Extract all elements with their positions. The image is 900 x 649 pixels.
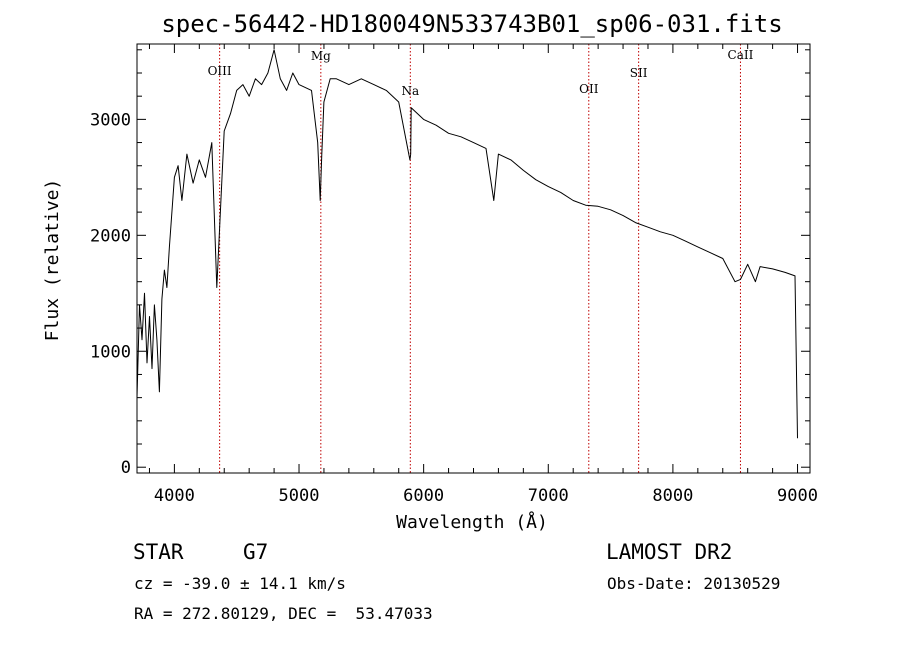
series-flux: [136, 49, 798, 439]
object-class: STAR: [133, 540, 184, 564]
chart-title: spec-56442-HD180049N533743B01_sp06-031.f…: [161, 10, 782, 38]
y-tick-label: 3000: [90, 110, 131, 130]
redshift-text: cz = -39.0 ± 14.1 km/s: [134, 574, 346, 593]
y-axis: 0 1000 2000 3000: [90, 49, 810, 478]
y-tick-label: 0: [121, 458, 131, 478]
marker-label-oiii: OIII: [208, 64, 232, 78]
survey-name: LAMOST DR2: [606, 540, 733, 564]
line-markers: OIII Mg Na OII SII CaII: [208, 44, 754, 473]
series-group: [136, 49, 798, 439]
coordinates: RA = 272.80129, DEC = 53.47033: [134, 604, 433, 623]
x-tick-label: 8000: [652, 486, 693, 506]
marker-label-caii: CaII: [728, 48, 754, 62]
x-tick-label: 6000: [403, 486, 444, 506]
marker-label-sii: SII: [630, 66, 648, 80]
x-axis-label: Wavelength (Å): [396, 511, 548, 533]
obs-date: Obs-Date: 20130529: [607, 574, 781, 593]
object-subclass: G7: [243, 540, 269, 564]
x-axis: 4000 5000 6000 7000 8000 9000: [148, 44, 818, 506]
x-tick-label: 4000: [154, 486, 195, 506]
plot-frame: [136, 43, 811, 474]
marker-label-oii: OII: [579, 82, 599, 96]
y-tick-label: 2000: [90, 226, 131, 246]
marker-label-mg: Mg: [311, 49, 331, 63]
x-tick-label: 5000: [279, 486, 320, 506]
x-tick-label: 9000: [777, 486, 818, 506]
y-axis-label: Flux (relative): [42, 179, 63, 342]
x-tick-label: 7000: [528, 486, 569, 506]
marker-label-na: Na: [401, 84, 419, 98]
y-tick-label: 1000: [90, 342, 131, 362]
